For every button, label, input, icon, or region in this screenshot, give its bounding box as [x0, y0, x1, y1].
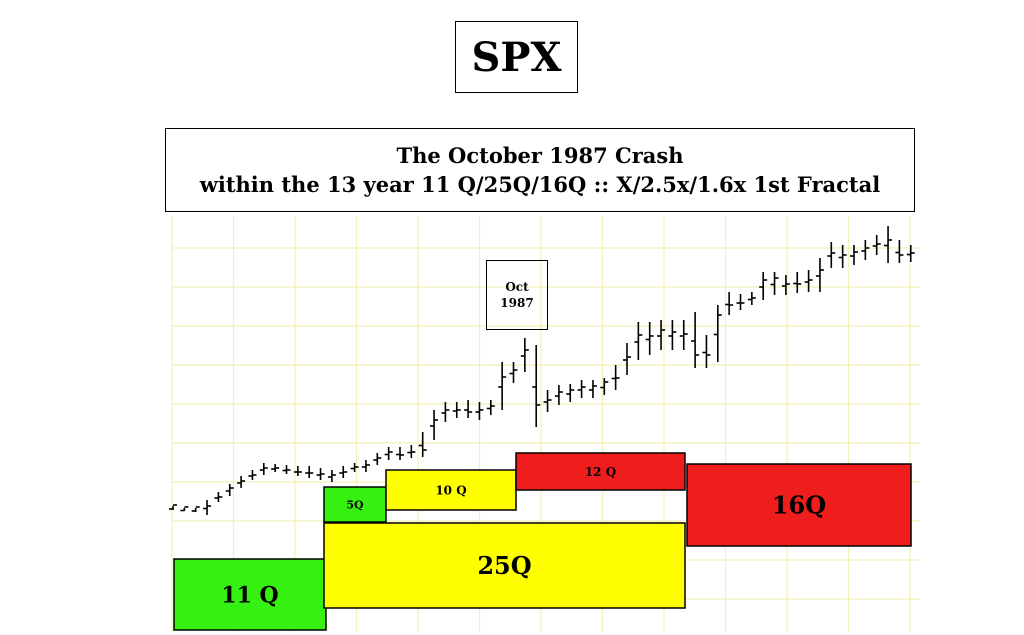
- price-bar: [838, 245, 847, 268]
- price-bar: [498, 362, 507, 410]
- oct-1987-callout: Oct 1987: [486, 260, 548, 330]
- price-bar: [543, 390, 552, 412]
- chart-title: SPX: [455, 21, 578, 93]
- price-bar: [804, 270, 813, 292]
- price-bar: [588, 380, 597, 398]
- fractal-box-label: 5Q: [346, 498, 364, 511]
- price-bar: [520, 338, 529, 372]
- price-bar: [282, 465, 291, 474]
- price-bar: [554, 385, 563, 405]
- chart-subtitle-box: The October 1987 Crash within the 13 yea…: [165, 128, 915, 212]
- price-bar: [486, 400, 495, 415]
- price-bar: [237, 476, 246, 488]
- fractal-box: 10 Q: [385, 469, 517, 511]
- fractal-box: 5Q: [323, 486, 387, 523]
- price-bar: [668, 320, 677, 350]
- price-bar: [770, 272, 779, 295]
- price-bar: [316, 468, 325, 480]
- fractal-box: 25Q: [323, 522, 686, 609]
- price-bar: [884, 226, 893, 263]
- subtitle-line-2: within the 13 year 11 Q/25Q/16Q :: X/2.5…: [199, 172, 881, 197]
- fractal-box-label: 12 Q: [585, 465, 616, 479]
- price-bar: [634, 322, 643, 360]
- price-bar: [327, 470, 336, 482]
- price-bar: [475, 402, 484, 420]
- fractal-box-label: 25Q: [477, 551, 531, 580]
- price-bar: [645, 322, 654, 355]
- price-bar: [623, 343, 631, 375]
- price-bar: [566, 384, 575, 402]
- fractal-box: 11 Q: [173, 558, 327, 631]
- fractal-box-label: 10 Q: [435, 483, 466, 497]
- price-bar: [509, 362, 518, 383]
- price-bar: [600, 378, 609, 395]
- price-bar: [815, 258, 824, 292]
- price-bar: [725, 292, 734, 315]
- price-bar: [384, 447, 393, 460]
- fractal-box: 12 Q: [515, 452, 686, 491]
- price-bar: [793, 272, 802, 293]
- price-bar: [361, 460, 370, 472]
- price-bar: [679, 320, 688, 350]
- price-bar: [713, 305, 722, 362]
- price-bar: [577, 380, 586, 398]
- fractal-box: 16Q: [686, 463, 912, 547]
- subtitle-line-1: The October 1987 Crash: [396, 143, 684, 168]
- price-bar: [906, 245, 915, 262]
- price-bar: [305, 466, 314, 478]
- price-bar: [350, 463, 359, 472]
- price-bar: [407, 445, 416, 458]
- price-bar: [736, 294, 745, 310]
- price-bar: [657, 320, 666, 350]
- price-bar: [271, 464, 280, 472]
- price-bar: [691, 312, 700, 368]
- price-bar: [248, 470, 257, 480]
- price-bar: [872, 235, 881, 255]
- price-bar: [203, 500, 212, 515]
- price-bar: [214, 492, 223, 502]
- price-bar: [611, 365, 620, 390]
- price-bar: [259, 463, 268, 475]
- fractal-box-label: 11 Q: [221, 582, 278, 608]
- price-bar: [430, 410, 439, 440]
- price-bar: [532, 345, 541, 427]
- price-bar: [441, 402, 450, 422]
- price-bars: [169, 226, 915, 515]
- fractal-boxes: 11 Q 5Q 10 Q 25Q 12 Q 16Q: [173, 452, 912, 631]
- price-bar: [373, 453, 382, 465]
- price-bar: [895, 240, 904, 263]
- price-bar: [747, 292, 756, 305]
- price-bar: [418, 432, 427, 457]
- callout-line-2: 1987: [500, 296, 534, 310]
- price-bar: [759, 272, 768, 300]
- price-bar: [464, 400, 473, 418]
- price-bar: [339, 466, 348, 478]
- price-bar: [396, 447, 404, 460]
- price-bar: [191, 506, 200, 512]
- price-bar: [827, 242, 836, 268]
- fractal-box-label: 16Q: [772, 491, 826, 520]
- price-bar: [293, 466, 302, 476]
- price-bar: [452, 402, 461, 418]
- price-bar: [861, 240, 870, 260]
- callout-line-1: Oct: [505, 280, 529, 294]
- price-bar: [781, 275, 790, 295]
- price-bar: [702, 335, 711, 368]
- price-bar: [180, 506, 189, 512]
- price-bar: [169, 504, 177, 510]
- price-bar: [850, 245, 858, 265]
- price-bar: [225, 484, 234, 496]
